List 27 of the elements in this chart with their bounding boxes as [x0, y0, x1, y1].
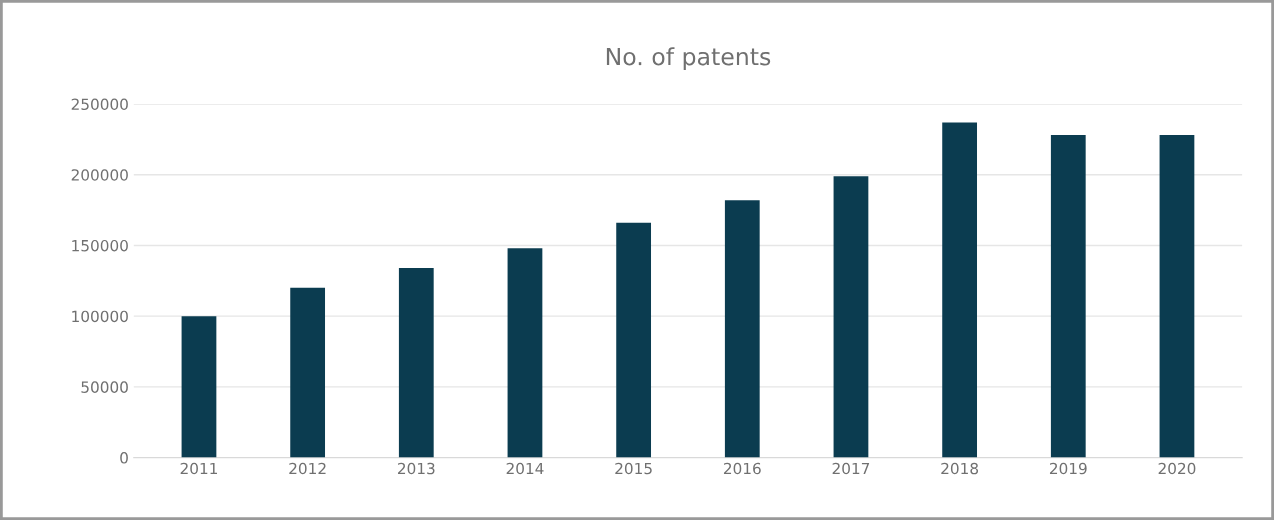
- y-tick-label: 250000: [71, 98, 128, 111]
- bar: [398, 268, 434, 458]
- x-tick-label: 2013: [397, 462, 435, 475]
- x-tick-label: 2014: [506, 462, 544, 475]
- y-tick-label: 100000: [72, 310, 128, 323]
- bar: [616, 222, 652, 458]
- y-tick-label: 0: [120, 452, 128, 464]
- x-tick-label: 2017: [832, 462, 870, 475]
- x-tick-label: 2015: [615, 462, 652, 475]
- y-tick-label: 50000: [81, 381, 128, 393]
- bar: [181, 316, 217, 458]
- x-tick-label: 2011: [180, 462, 217, 475]
- bar: [507, 248, 543, 458]
- y-tick-label: 200000: [71, 169, 128, 181]
- bar: [942, 122, 978, 458]
- y-tick-label: 150000: [72, 239, 128, 252]
- x-tick-label: 2018: [941, 462, 979, 475]
- chart-title: No. of patents: [606, 47, 771, 71]
- bar: [724, 200, 760, 458]
- x-tick-label: 2012: [289, 462, 326, 475]
- bar: [290, 287, 326, 458]
- bar: [1050, 135, 1086, 458]
- x-tick-label: 2020: [1158, 462, 1196, 475]
- bar: [1159, 135, 1195, 458]
- bar: [833, 176, 869, 458]
- x-tick-label: 2016: [723, 462, 761, 475]
- x-tick-label: 2019: [1049, 462, 1087, 475]
